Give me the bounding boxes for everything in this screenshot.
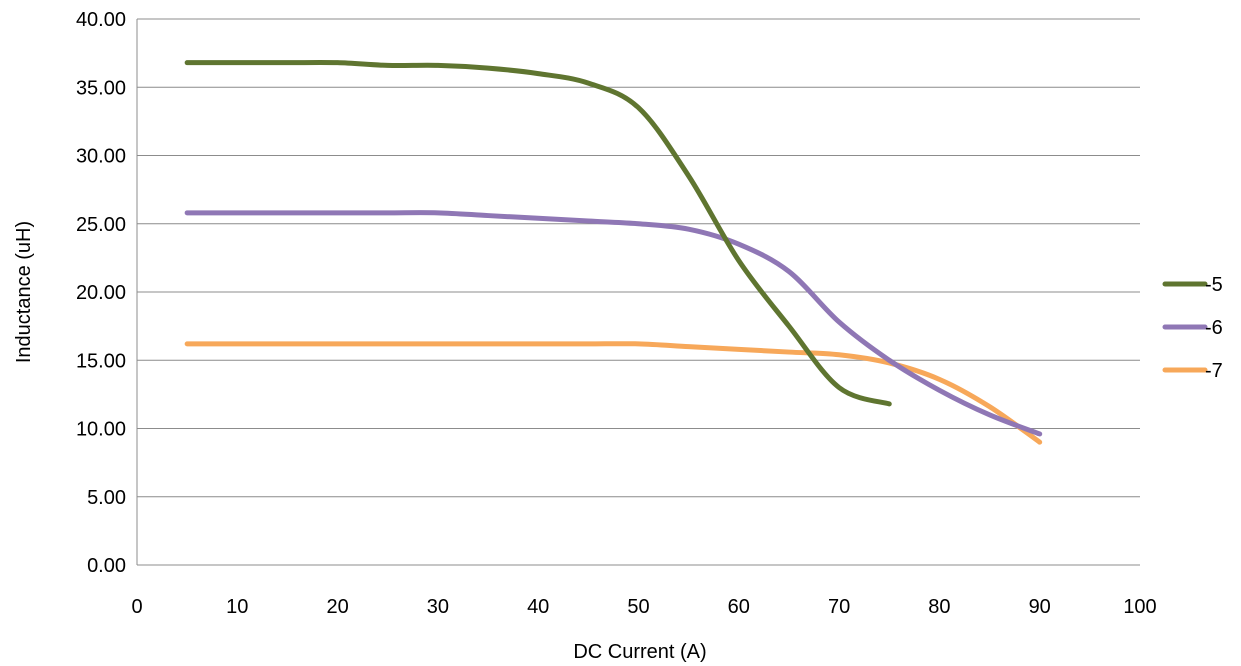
x-tick-label: 60 (728, 596, 750, 618)
legend-label: -7 (1205, 360, 1223, 382)
y-tick-label: 20.00 (76, 282, 126, 304)
x-tick-label: 50 (627, 596, 649, 618)
x-tick-label: 90 (1029, 596, 1051, 618)
series-line-1 (184, 59, 892, 407)
x-tick-label: 0 (131, 596, 142, 618)
y-tick-label: 5.00 (87, 487, 126, 509)
y-tick-label: 25.00 (76, 214, 126, 236)
x-tick-label: 100 (1123, 596, 1156, 618)
series-lines (184, 59, 1043, 445)
legend: -5 -6 -7 (1162, 274, 1223, 382)
series-line-2 (184, 210, 1043, 437)
x-tick-label: 10 (226, 596, 248, 618)
x-axis-title: DC Current (A) (573, 641, 706, 663)
gridlines (137, 18, 1140, 498)
axes (136, 19, 1140, 566)
x-tick-label: 80 (928, 596, 950, 618)
legend-label: -6 (1205, 317, 1223, 339)
series-line-3 (184, 341, 1043, 445)
x-tick-label: 20 (326, 596, 348, 618)
x-tick-label: 70 (828, 596, 850, 618)
x-tick-label: 40 (527, 596, 549, 618)
y-tick-label: 30.00 (76, 146, 126, 168)
legend-label: -5 (1205, 274, 1223, 296)
y-tick-labels: 0.00 5.00 10.00 15.00 20.00 25.00 30.00 35.00 40… (76, 9, 126, 577)
y-tick-label: 10.00 (76, 419, 126, 441)
x-tick-label: 30 (427, 596, 449, 618)
y-tick-label: 35.00 (76, 77, 126, 99)
y-tick-label: 0.00 (87, 555, 126, 577)
x-tick-labels: 0 10 20 30 40 50 60 70 80 90 100 (131, 596, 1156, 618)
y-axis-title: Inductance (uH) (13, 221, 35, 363)
y-tick-label: 15.00 (76, 350, 126, 372)
y-tick-label: 40.00 (76, 9, 126, 31)
